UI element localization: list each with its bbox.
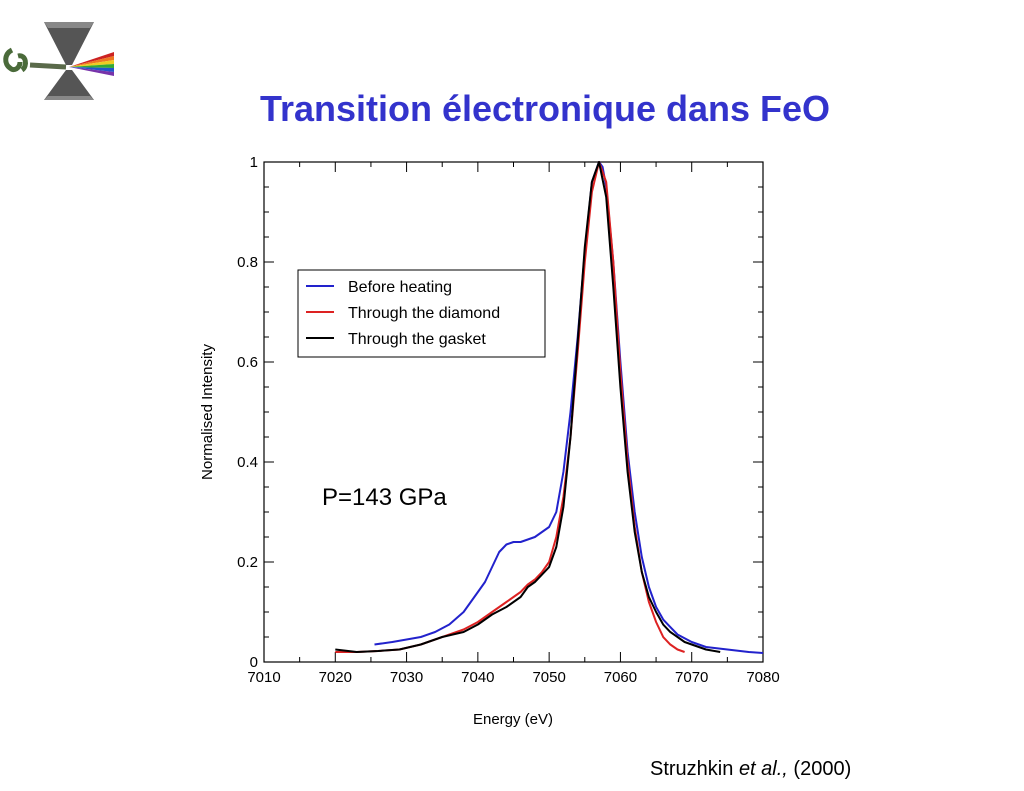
y-tick-label: 0.6 [237, 354, 258, 371]
series-line-before-heating [374, 161, 764, 654]
axis-ticks: 7010 7020 7030 7040 7050 7060 7070 7080 0 0.2 0.4 0… [237, 154, 780, 686]
series-layer [335, 161, 764, 654]
page-title: Transition électronique dans FeO [259, 88, 831, 129]
y-tick-label: 0.4 [237, 454, 258, 471]
x-axis-label: Energy (eV) [473, 711, 553, 728]
citation: Struzhkin et al., (2000) [650, 758, 851, 781]
legend: Before heating Through the diamond Through… [297, 269, 546, 358]
x-tick-label: 7080 [746, 669, 779, 686]
y-tick-label: 0.8 [237, 254, 258, 271]
x-tick-label: 7020 [319, 669, 352, 686]
citation-etal: et al., [738, 758, 788, 780]
legend-box [297, 269, 546, 358]
x-tick-label: 7070 [675, 669, 708, 686]
y-tick-label: 1 [250, 154, 258, 171]
x-tick-label: 7060 [604, 669, 637, 686]
y-tick-label: 0 [250, 654, 258, 671]
plot-border [263, 161, 764, 663]
diamond-anvil-cell-icon [3, 22, 114, 100]
x-tick-label: 7050 [532, 669, 565, 686]
series-line-through-the-gasket [335, 161, 721, 653]
legend-label: Through the gasket [348, 331, 486, 348]
x-tick-label: 7030 [390, 669, 423, 686]
legend-label: Through the diamond [348, 305, 500, 322]
series-line-through-the-diamond [335, 161, 685, 653]
y-tick-label: 0.2 [237, 554, 258, 571]
x-tick-label: 7010 [247, 669, 280, 686]
legend-label: Before heating [348, 279, 452, 296]
citation-year: (2000) [793, 758, 852, 780]
y-axis-label: Normalised Intensity [199, 344, 216, 480]
pressure-annotation: P=143 GPa [322, 484, 447, 511]
citation-author: Struzhkin [650, 758, 734, 780]
plot-frame [263, 161, 764, 663]
x-tick-label: 7040 [461, 669, 494, 686]
